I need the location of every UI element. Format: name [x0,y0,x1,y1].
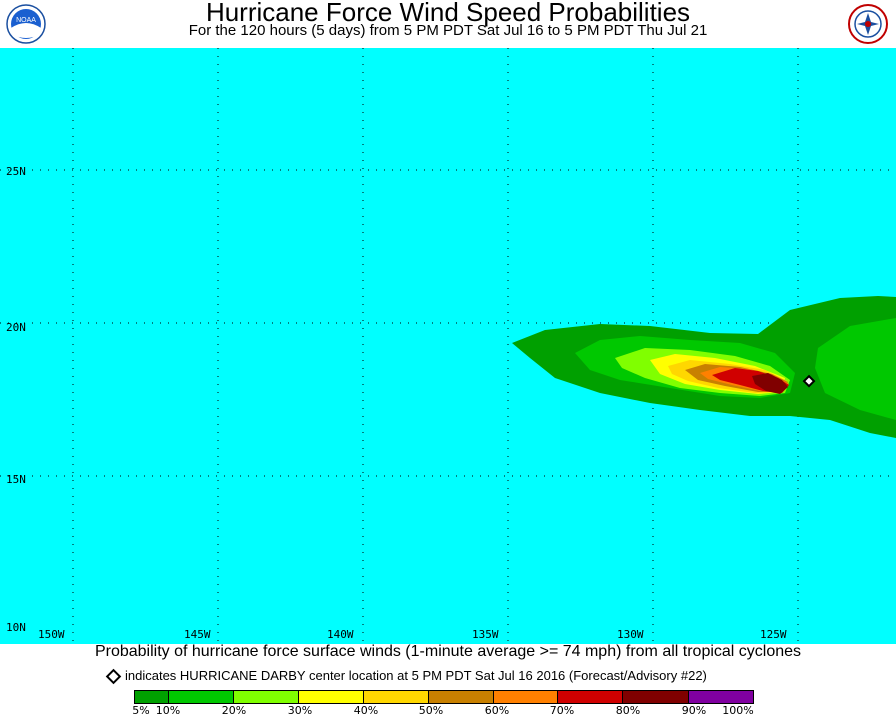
legend-swatch [428,691,494,703]
legend-label: 90% [681,704,707,717]
legend-label: 30% [287,704,313,717]
lon-label-130w: 130W [617,628,644,641]
graticule [0,48,896,644]
lon-label-140w: 140W [327,628,354,641]
probability-contours [512,296,896,438]
lon-label-125w: 125W [760,628,787,641]
legend-label: 50% [418,704,444,717]
page-subtitle: For the 120 hours (5 days) from 5 PM PDT… [188,22,708,39]
lat-label-25n: 25N [6,165,26,178]
header: NOAA Hurricane Force Wind Speed Probabil… [0,0,896,48]
legend-label: 20% [221,704,247,717]
contour-80-percent [752,373,788,394]
map-canvas [0,48,896,644]
map-caption: Probability of hurricane force surface w… [94,643,802,660]
legend-swatch [493,691,559,703]
legend-swatch [168,691,234,703]
legend-label: 70% [549,704,575,717]
diamond-icon [105,668,122,685]
legend-swatch [688,691,754,703]
contour-10-percent-east [815,318,896,420]
legend-swatch [299,691,365,703]
legend-label: 40% [353,704,379,717]
legend-label: 5% [132,704,150,717]
lon-label-150w: 150W [38,628,65,641]
lat-label-15n: 15N [6,473,26,486]
lon-label-145w: 145W [184,628,211,641]
probability-legend [134,690,754,704]
storm-note-text: indicates HURRICANE DARBY center locatio… [125,668,707,683]
legend-swatch [558,691,624,703]
probability-map [0,48,896,644]
legend-swatch [623,691,689,703]
legend-swatch [135,691,169,703]
legend-label: 80% [615,704,641,717]
storm-center-marker [802,374,816,388]
storm-center-diamond-icon [802,374,816,388]
storm-note: indicates HURRICANE DARBY center locatio… [105,668,707,685]
noaa-logo-icon: NOAA [6,4,46,44]
national-weather-service-logo-icon [848,4,888,44]
legend-swatch [233,691,300,703]
legend-label: 10% [155,704,181,717]
svg-text:NOAA: NOAA [16,17,36,24]
lat-label-20n: 20N [6,321,26,334]
lat-label-10n: 10N [6,621,26,634]
legend-label: 60% [484,704,510,717]
legend-swatch [364,691,429,703]
legend-label: 100% [722,704,754,717]
page-title: Hurricane Force Wind Speed Probabilities [205,0,691,27]
lon-label-135w: 135W [472,628,499,641]
